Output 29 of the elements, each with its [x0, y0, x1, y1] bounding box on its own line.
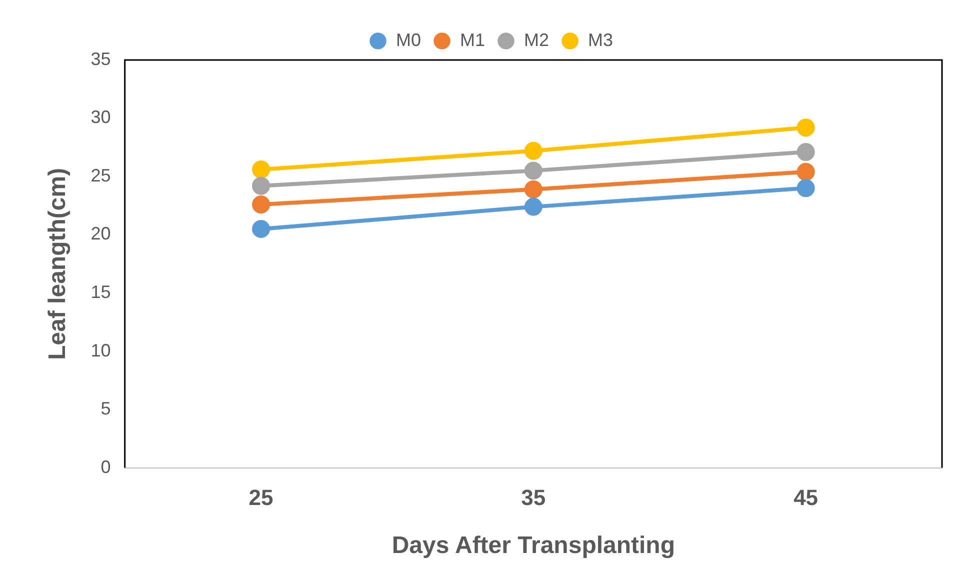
y-tick-label: 10 — [90, 340, 111, 360]
legend-label: M3 — [588, 30, 614, 50]
point — [524, 142, 542, 160]
point — [524, 180, 542, 198]
point — [524, 198, 542, 216]
legend-label: M2 — [524, 30, 550, 50]
y-axis-title: Leaf leangth(cm) — [44, 168, 72, 360]
y-tick-label: 35 — [90, 48, 111, 69]
point — [252, 160, 270, 179]
point — [796, 179, 815, 198]
y-tick-label: 25 — [90, 165, 111, 186]
x-tick-label: 35 — [521, 485, 546, 510]
point — [796, 162, 815, 181]
point — [252, 220, 270, 238]
x-axis-title: Days After Transplanting — [392, 532, 675, 560]
legend-label: M0 — [396, 30, 422, 50]
x-tick-label: 45 — [794, 485, 818, 510]
point — [796, 143, 815, 162]
y-tick-label: 30 — [90, 107, 111, 128]
point — [524, 162, 542, 180]
point — [252, 195, 270, 214]
y-tick-label: 20 — [90, 224, 111, 244]
y-tick-label: 5 — [100, 398, 111, 419]
x-tick-label: 25 — [248, 485, 274, 510]
point — [252, 176, 270, 195]
legend-label: M1 — [460, 30, 486, 50]
y-tick-label: 15 — [90, 282, 111, 302]
point — [796, 118, 815, 137]
y-tick-label: 0 — [100, 456, 111, 477]
